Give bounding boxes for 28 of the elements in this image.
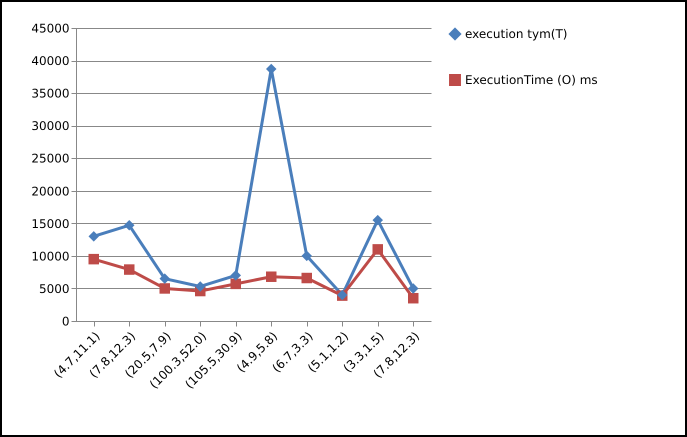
point [302,272,312,284]
point [230,278,241,290]
y-tick-label: 0 [62,314,70,328]
point [195,281,206,292]
point [302,250,312,262]
point [160,283,170,294]
y-tick-label: 25000 [31,152,70,166]
legend-label: execution tym(T) [465,27,568,41]
y-tick-label: 40000 [31,54,70,68]
y-tick-label: 35000 [31,86,70,101]
point [124,220,134,231]
point [408,292,418,304]
y-tick-label: 30000 [31,119,70,134]
y-tick-label: 10000 [31,249,70,264]
y-tick-label: 20000 [31,184,70,198]
point [88,231,99,242]
point [372,244,383,255]
point [230,270,241,281]
point [88,254,99,264]
point [124,264,134,275]
y-tick-label: 45000 [31,22,70,36]
point [372,214,383,226]
y-tick-label: 5000 [38,282,70,296]
legend-label: ExecutionTime (O) ms [465,73,598,87]
point [160,273,170,284]
point [408,283,418,294]
y-tick-label: 15000 [31,216,70,231]
point [266,271,276,282]
